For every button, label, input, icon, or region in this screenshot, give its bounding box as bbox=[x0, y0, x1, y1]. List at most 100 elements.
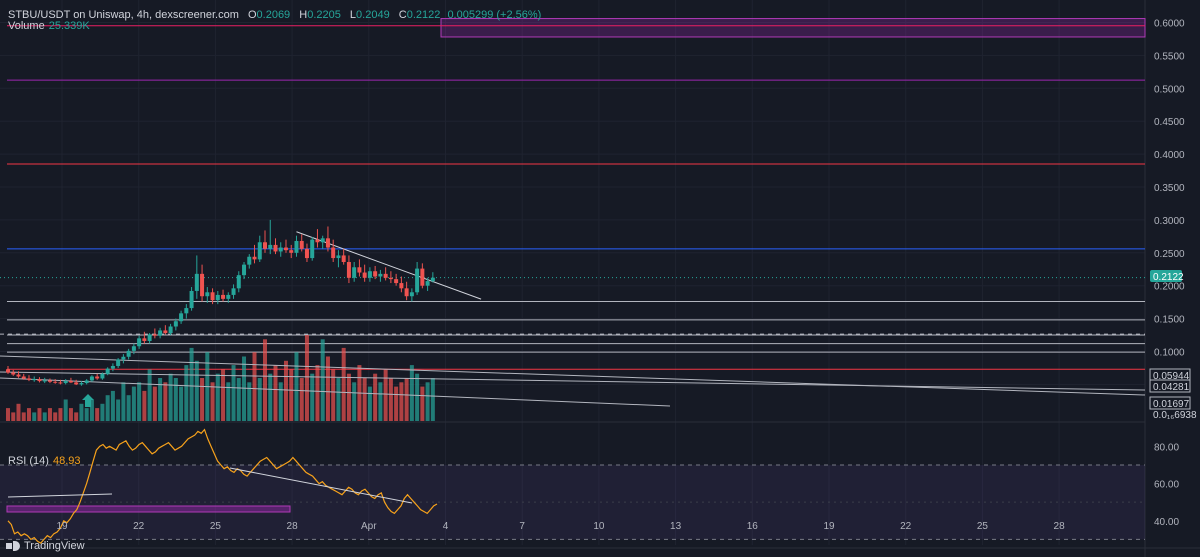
candle-body bbox=[26, 378, 31, 380]
candle-body bbox=[74, 382, 79, 385]
rsi-legend: RSI (14) 48.93 bbox=[8, 455, 81, 467]
candle-body bbox=[383, 273, 388, 278]
candle-body bbox=[294, 240, 299, 253]
price-tag: 0.0₁₆6938 bbox=[1153, 410, 1197, 421]
volume-bar bbox=[84, 408, 89, 421]
time-tick-label: 28 bbox=[287, 521, 299, 532]
time-tick-label: 10 bbox=[593, 521, 605, 532]
volume-bar bbox=[404, 378, 409, 421]
volume-bar bbox=[173, 378, 178, 421]
volume-bar bbox=[383, 369, 388, 421]
candle-body bbox=[53, 381, 58, 383]
rsi-zone bbox=[6, 505, 291, 513]
open-value: 0.2069 bbox=[256, 9, 291, 21]
volume-bar bbox=[26, 408, 31, 421]
time-tick-label: 13 bbox=[670, 521, 682, 532]
high-value: 0.2205 bbox=[307, 9, 341, 21]
candle-body bbox=[352, 267, 357, 278]
close-label: C bbox=[398, 9, 407, 21]
volume-bar bbox=[210, 382, 215, 421]
rsi-line bbox=[7, 428, 438, 544]
volume-bar bbox=[42, 412, 47, 421]
price-tick-label: 0.5500 bbox=[1154, 51, 1185, 62]
candle-body bbox=[200, 273, 205, 297]
candle-body bbox=[116, 359, 121, 366]
volume-bar bbox=[21, 412, 26, 421]
rsi-label: RSI (14) bbox=[8, 455, 49, 467]
candle-body bbox=[320, 238, 325, 243]
candle-body bbox=[47, 380, 52, 382]
volume-bar bbox=[294, 352, 299, 421]
candle-body bbox=[310, 239, 315, 259]
candle-body bbox=[399, 283, 404, 289]
candle-body bbox=[226, 294, 231, 299]
candle-body bbox=[110, 365, 115, 369]
volume-bar bbox=[425, 382, 430, 421]
candle-body bbox=[168, 326, 173, 334]
open-label: O bbox=[247, 9, 257, 21]
time-tick-label: 22 bbox=[900, 521, 912, 532]
candle-body bbox=[137, 338, 142, 347]
candle-body bbox=[95, 376, 100, 379]
volume-bar bbox=[388, 378, 393, 421]
candle-body bbox=[32, 379, 37, 381]
volume-bar bbox=[184, 365, 189, 421]
candle-body bbox=[367, 271, 372, 278]
candle-body bbox=[278, 247, 283, 252]
candle-body bbox=[289, 250, 294, 253]
volume-bar bbox=[304, 335, 309, 421]
candle-body bbox=[263, 242, 268, 249]
price-tick-label: 0.4000 bbox=[1154, 150, 1185, 161]
price-tick-label: 0.1500 bbox=[1154, 315, 1185, 326]
tradingview-branding[interactable]: TradingView bbox=[6, 540, 85, 552]
volume-bar bbox=[362, 378, 367, 421]
close-value: 0.2122 bbox=[406, 9, 441, 21]
volume-bar bbox=[121, 382, 126, 421]
volume-legend: Volume 25.339K bbox=[8, 20, 90, 32]
candle-body bbox=[273, 244, 278, 252]
rsi-trendline bbox=[229, 467, 413, 504]
volume-bar bbox=[341, 347, 346, 421]
candle-body bbox=[236, 275, 241, 289]
candle-body bbox=[179, 313, 184, 322]
rsi-tick-label: 40.00 bbox=[1154, 517, 1179, 528]
rsi-trendline bbox=[7, 493, 113, 498]
candle-body bbox=[189, 290, 194, 309]
candle-body bbox=[84, 380, 89, 384]
volume-bar bbox=[221, 369, 226, 421]
candle-body bbox=[331, 247, 336, 259]
volume-bar bbox=[58, 408, 63, 421]
price-tag: 0.01697 bbox=[1153, 399, 1190, 410]
buy-arrow-icon bbox=[82, 394, 94, 407]
candle-body bbox=[63, 381, 68, 384]
time-tick-label: 7 bbox=[519, 521, 525, 532]
volume-bar bbox=[68, 408, 73, 421]
volume-bar bbox=[142, 390, 147, 421]
volume-bar bbox=[263, 339, 268, 421]
volume-bar bbox=[430, 378, 435, 421]
price-tick-label: 0.4500 bbox=[1154, 117, 1185, 128]
candle-body bbox=[415, 268, 420, 293]
volume-bar bbox=[179, 386, 184, 421]
low-label: L bbox=[349, 9, 357, 21]
candle-body bbox=[105, 368, 110, 374]
symbol-label: STBU/USDT on Uniswap, 4h, dexscreener.co… bbox=[8, 9, 239, 21]
volume-bar bbox=[336, 378, 341, 421]
candle-body bbox=[299, 240, 304, 249]
volume-bar bbox=[200, 378, 205, 421]
price-tick-label: 0.3500 bbox=[1154, 183, 1185, 194]
candle-body bbox=[121, 356, 126, 360]
volume-bar bbox=[231, 365, 236, 421]
volume-bar bbox=[63, 399, 68, 421]
candle-body bbox=[242, 264, 247, 276]
volume-bar bbox=[257, 378, 262, 421]
volume-bar bbox=[163, 382, 168, 421]
candle-body bbox=[173, 321, 178, 327]
candle-body bbox=[404, 288, 409, 297]
candle-body bbox=[163, 330, 168, 334]
volume-bar bbox=[378, 382, 383, 421]
candle-body bbox=[89, 376, 94, 381]
price-tick-label: 0.2000 bbox=[1154, 282, 1185, 293]
volume-bar bbox=[194, 360, 199, 421]
